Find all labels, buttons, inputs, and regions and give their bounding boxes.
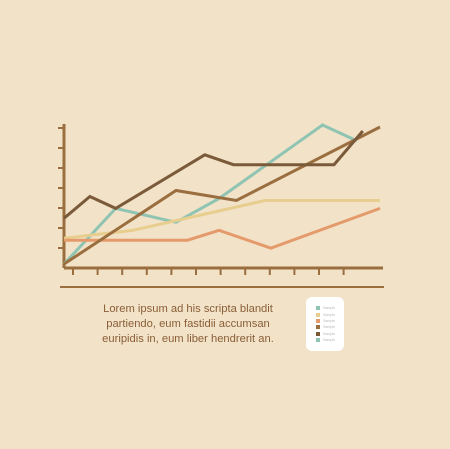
caption-line-3: euripidis in, eum liber hendrerit an. [102,333,274,345]
caption-line-1: Lorem ipsum ad his scripta blandit [103,303,273,315]
legend-swatch [316,331,320,336]
legend-entry-6: Sample [316,337,344,343]
legend-label: Sample [323,325,336,330]
legend-label: Sample [323,306,336,311]
legend-entry-2: Sample [316,311,344,317]
series-line-3 [64,206,381,250]
caption-text: Lorem ipsum ad his scripta blandit parti… [88,302,288,347]
chart-axes [58,124,384,288]
legend-swatch [316,318,320,323]
chart-series [62,123,381,266]
legend-label: Sample [323,338,336,343]
chart-legend: Sample Sample Sample Sample Sample Sample [306,297,344,351]
legend-label: Sample [323,312,336,317]
legend-swatch [316,325,320,330]
legend-label: Sample [323,331,336,336]
legend-entry-5: Sample [316,331,344,337]
legend-entry-3: Sample [316,318,344,324]
legend-entry-1: Sample [316,305,344,311]
series-line-1 [62,123,358,266]
legend-swatch [316,312,320,317]
legend-label: Sample [323,318,336,323]
legend-entry-4: Sample [316,324,344,330]
series-line-5 [63,130,364,220]
legend-swatch [316,306,320,311]
caption-line-2: partiendo, eum fastidii accumsan [106,318,270,330]
legend-swatch [316,338,320,343]
series-line-2 [63,199,380,240]
